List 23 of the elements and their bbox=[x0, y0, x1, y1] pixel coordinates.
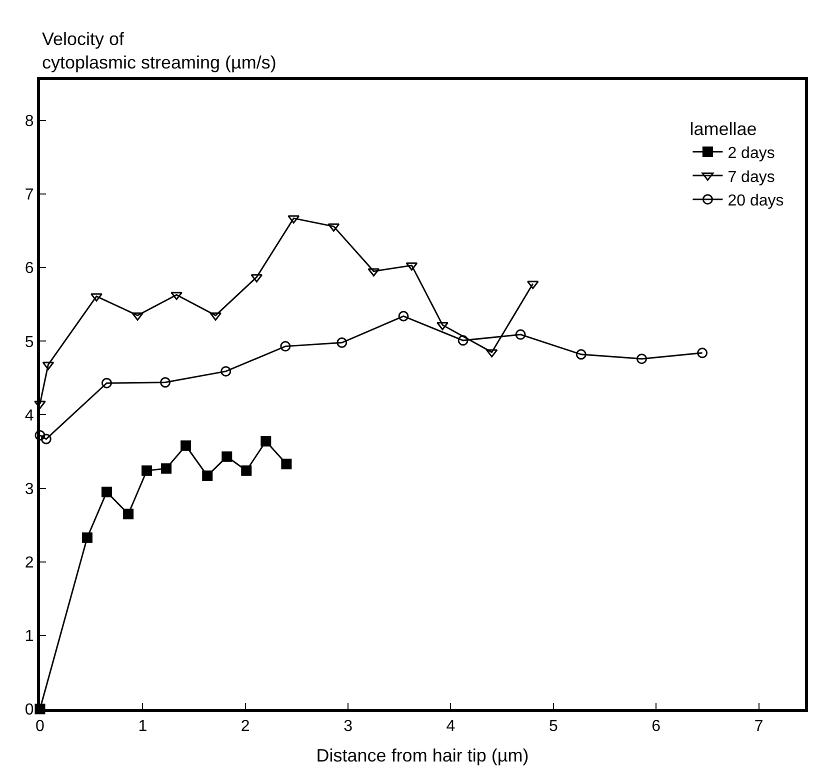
y-axis-title: Velocity of cytoplasmic streaming (µm/s) bbox=[42, 29, 276, 72]
x-axis-title: Distance from hair tip (µm) bbox=[316, 745, 529, 766]
x-tick-label: 4 bbox=[446, 718, 456, 736]
legend-label: 20 days bbox=[728, 192, 784, 210]
y-tick-label: 2 bbox=[24, 554, 34, 572]
legend-title: lamellae bbox=[690, 118, 757, 139]
y-tick-label: 0 bbox=[24, 702, 34, 719]
y-tick-label: 7 bbox=[24, 186, 34, 204]
x-tick-label: 0 bbox=[36, 718, 45, 736]
x-tick-label: 2 bbox=[240, 718, 250, 736]
legend-label: 2 days bbox=[728, 144, 775, 162]
x-tick-label: 1 bbox=[138, 718, 148, 736]
y-tick-label: 6 bbox=[24, 260, 34, 278]
y-tick-label: 5 bbox=[24, 334, 34, 351]
x-tick-label: 6 bbox=[652, 718, 661, 736]
y-tick-label: 8 bbox=[24, 113, 34, 130]
y-tick-label: 1 bbox=[24, 628, 34, 646]
x-tick-label: 3 bbox=[344, 718, 353, 736]
y-tick-label: 4 bbox=[24, 407, 34, 424]
x-tick-label: 7 bbox=[754, 718, 764, 736]
legend-label: 7 days bbox=[728, 168, 775, 186]
y-tick-label: 3 bbox=[24, 480, 34, 498]
x-tick-label: 5 bbox=[548, 718, 558, 736]
